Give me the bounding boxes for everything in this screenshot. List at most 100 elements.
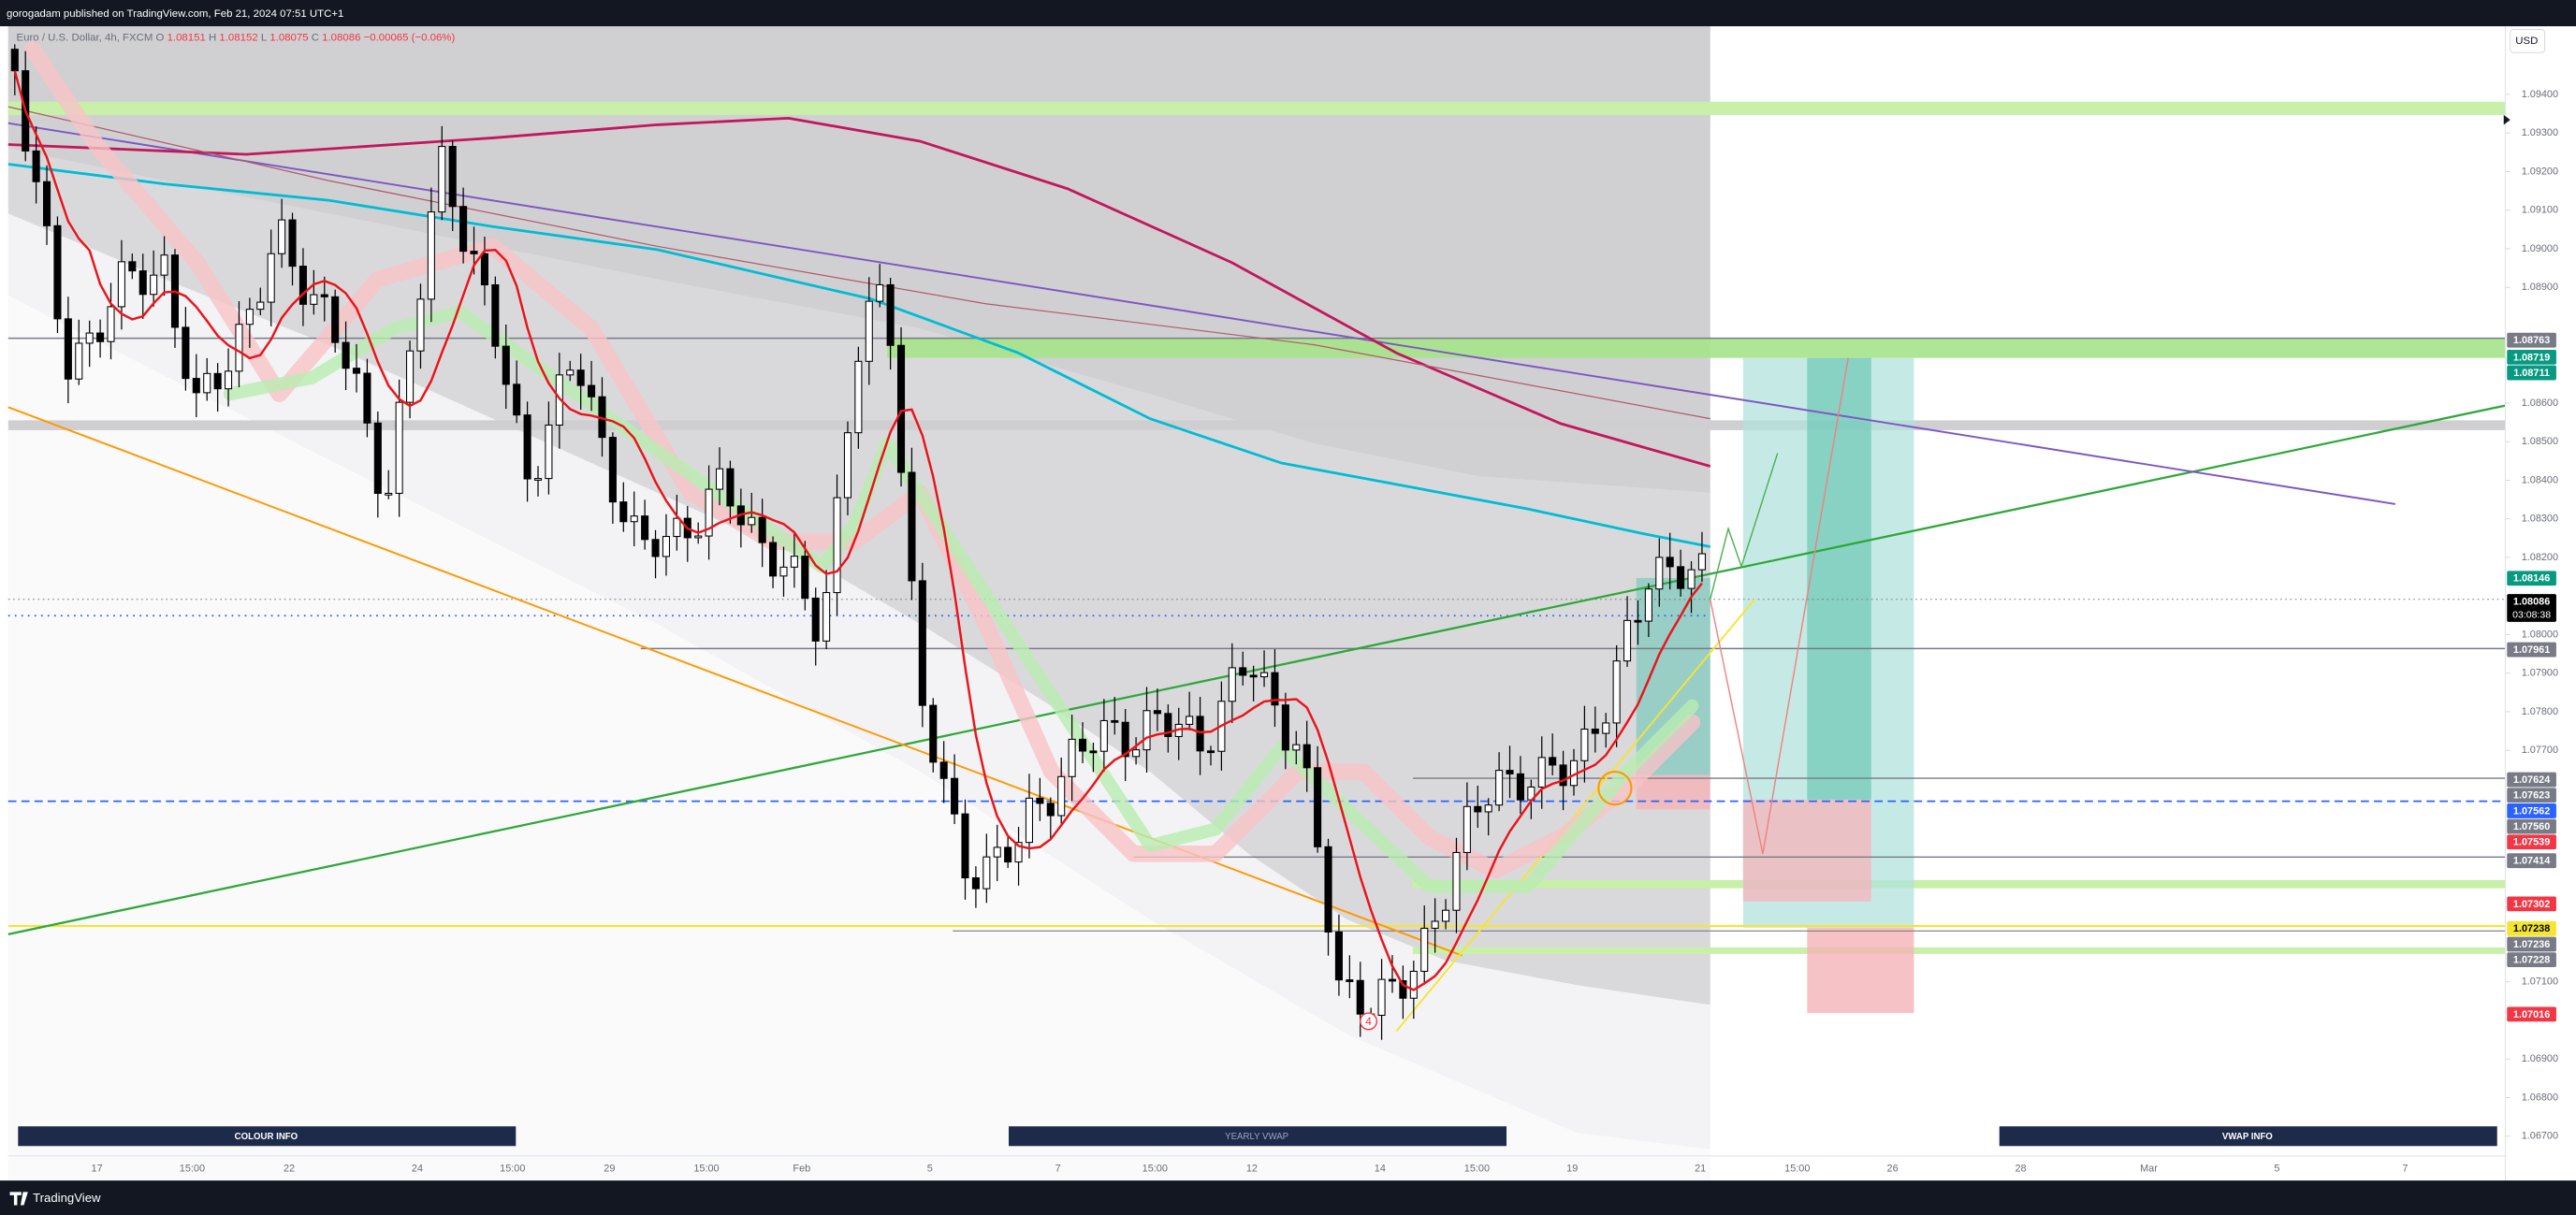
candle-body xyxy=(43,181,51,226)
price-tag-label: 1.07238 xyxy=(2513,923,2550,934)
price-tag-label: 1.07539 xyxy=(2513,837,2550,848)
candle-body xyxy=(416,298,425,352)
price-tag-label: 1.08146 xyxy=(2513,573,2550,585)
price-tick-label: 1.08500 xyxy=(2522,436,2558,447)
time-tick-label: 24 xyxy=(412,1164,423,1175)
candle-body xyxy=(331,296,340,343)
price-tag xyxy=(2507,642,2556,658)
price-tick-label: 1.06900 xyxy=(2522,1053,2558,1064)
price-tag xyxy=(2507,936,2556,952)
time-tick-label: 19 xyxy=(1566,1164,1578,1175)
legend-text: 1.08075 xyxy=(269,32,308,43)
candle-body xyxy=(459,206,468,253)
candle-body xyxy=(971,876,980,890)
candle-body xyxy=(1078,738,1087,752)
price-tick-label: 1.09200 xyxy=(2522,166,2558,177)
legend-text: H xyxy=(209,32,216,43)
candle-body xyxy=(1046,803,1055,817)
candle-body xyxy=(1281,704,1289,751)
candle-body xyxy=(267,253,275,303)
candle-body xyxy=(715,468,724,490)
price-tag xyxy=(2507,365,2556,381)
candle-body xyxy=(876,283,884,302)
footer-brand[interactable]: TradingView xyxy=(33,1191,101,1205)
candle-body xyxy=(1356,979,1364,1015)
price-tag xyxy=(2507,896,2556,912)
candle-body xyxy=(1334,931,1343,981)
time-tick-label: 15:00 xyxy=(1464,1164,1490,1175)
price-tick-label: 1.06800 xyxy=(2522,1092,2558,1103)
candle-body xyxy=(961,813,969,879)
candle-body xyxy=(769,542,778,577)
candle-body xyxy=(1249,674,1258,678)
candle-body xyxy=(1132,749,1141,758)
highlight-circle xyxy=(1597,770,1633,806)
countdown: 03:08:38 xyxy=(2512,609,2551,620)
candle-body xyxy=(427,211,435,300)
time-tick-label: 15:00 xyxy=(1142,1164,1168,1175)
candle-body xyxy=(1303,744,1311,769)
candle-body xyxy=(833,497,841,594)
price-tag-label: 1.07961 xyxy=(2513,644,2550,656)
candle-body xyxy=(363,372,371,424)
position-box xyxy=(1636,774,1710,810)
marker-label: 4 xyxy=(1365,1015,1372,1028)
time-ticks: 17 15:00 22 24 15:00 29 15:00 Feb 5 7 15:00 12 14 15:… xyxy=(92,1164,2409,1175)
candle-body xyxy=(1111,719,1119,723)
candle-body xyxy=(502,345,510,385)
candle-body xyxy=(150,274,158,296)
zone xyxy=(887,338,2506,358)
candle-body xyxy=(1399,980,1407,999)
candle-body xyxy=(1121,721,1129,758)
candle-body xyxy=(320,294,328,297)
time-tick-label: Feb xyxy=(793,1164,810,1175)
candle-body xyxy=(352,368,361,374)
price-tag-label: 1.07623 xyxy=(2513,790,2550,802)
price-tag xyxy=(2507,1006,2556,1022)
moving-average xyxy=(7,163,1710,548)
candle-body xyxy=(1463,805,1471,853)
candle-body xyxy=(85,332,94,344)
candle-body xyxy=(1068,738,1076,777)
candle-body xyxy=(1537,757,1546,788)
legend-text: O xyxy=(156,32,165,43)
candle-body xyxy=(1687,569,1696,589)
price-tick-label: 1.07800 xyxy=(2522,706,2558,717)
candle-body xyxy=(1153,710,1161,715)
price-tag xyxy=(2507,349,2556,365)
candle-body xyxy=(576,369,585,386)
candle-body xyxy=(982,856,991,890)
candle-body xyxy=(843,432,851,499)
price-tick-label: 1.08000 xyxy=(2522,629,2558,640)
candle-body xyxy=(1314,767,1322,847)
candle-body xyxy=(1388,978,1397,982)
moving-average xyxy=(13,70,1703,991)
price-tick-label: 1.08400 xyxy=(2522,474,2558,485)
price-tick-label: 1.08300 xyxy=(2522,513,2558,525)
candle-body xyxy=(406,350,415,403)
price-tick-label: 1.07700 xyxy=(2522,745,2558,756)
candle-body xyxy=(96,332,105,342)
candle-body xyxy=(662,536,670,557)
candle-body xyxy=(1495,770,1504,806)
price-ticks: 1.09400 1.09300 1.09200 1.09100 1.09000 1.089… xyxy=(2505,89,2558,1142)
price-tag xyxy=(2507,571,2556,586)
candle-body xyxy=(107,306,115,342)
candle-body xyxy=(182,326,190,380)
time-tick-label: 17 xyxy=(92,1164,103,1175)
candle-body xyxy=(310,294,318,305)
time-tick-label: 15:00 xyxy=(1784,1164,1810,1175)
candle-body xyxy=(1004,846,1012,863)
candle-body xyxy=(705,488,713,537)
ribbon xyxy=(24,40,1701,879)
published-note: gorogadam published on TradingView.com, … xyxy=(7,8,343,20)
long-position-stop xyxy=(1807,927,1914,1014)
trend-line xyxy=(1395,599,1755,1033)
candle-body xyxy=(1602,722,1610,734)
candle-body xyxy=(918,580,926,706)
currency-button[interactable] xyxy=(2510,29,2546,53)
candle-body xyxy=(929,704,938,763)
candle-body xyxy=(608,437,617,503)
candle-body xyxy=(908,471,916,582)
candle-body xyxy=(491,283,500,347)
